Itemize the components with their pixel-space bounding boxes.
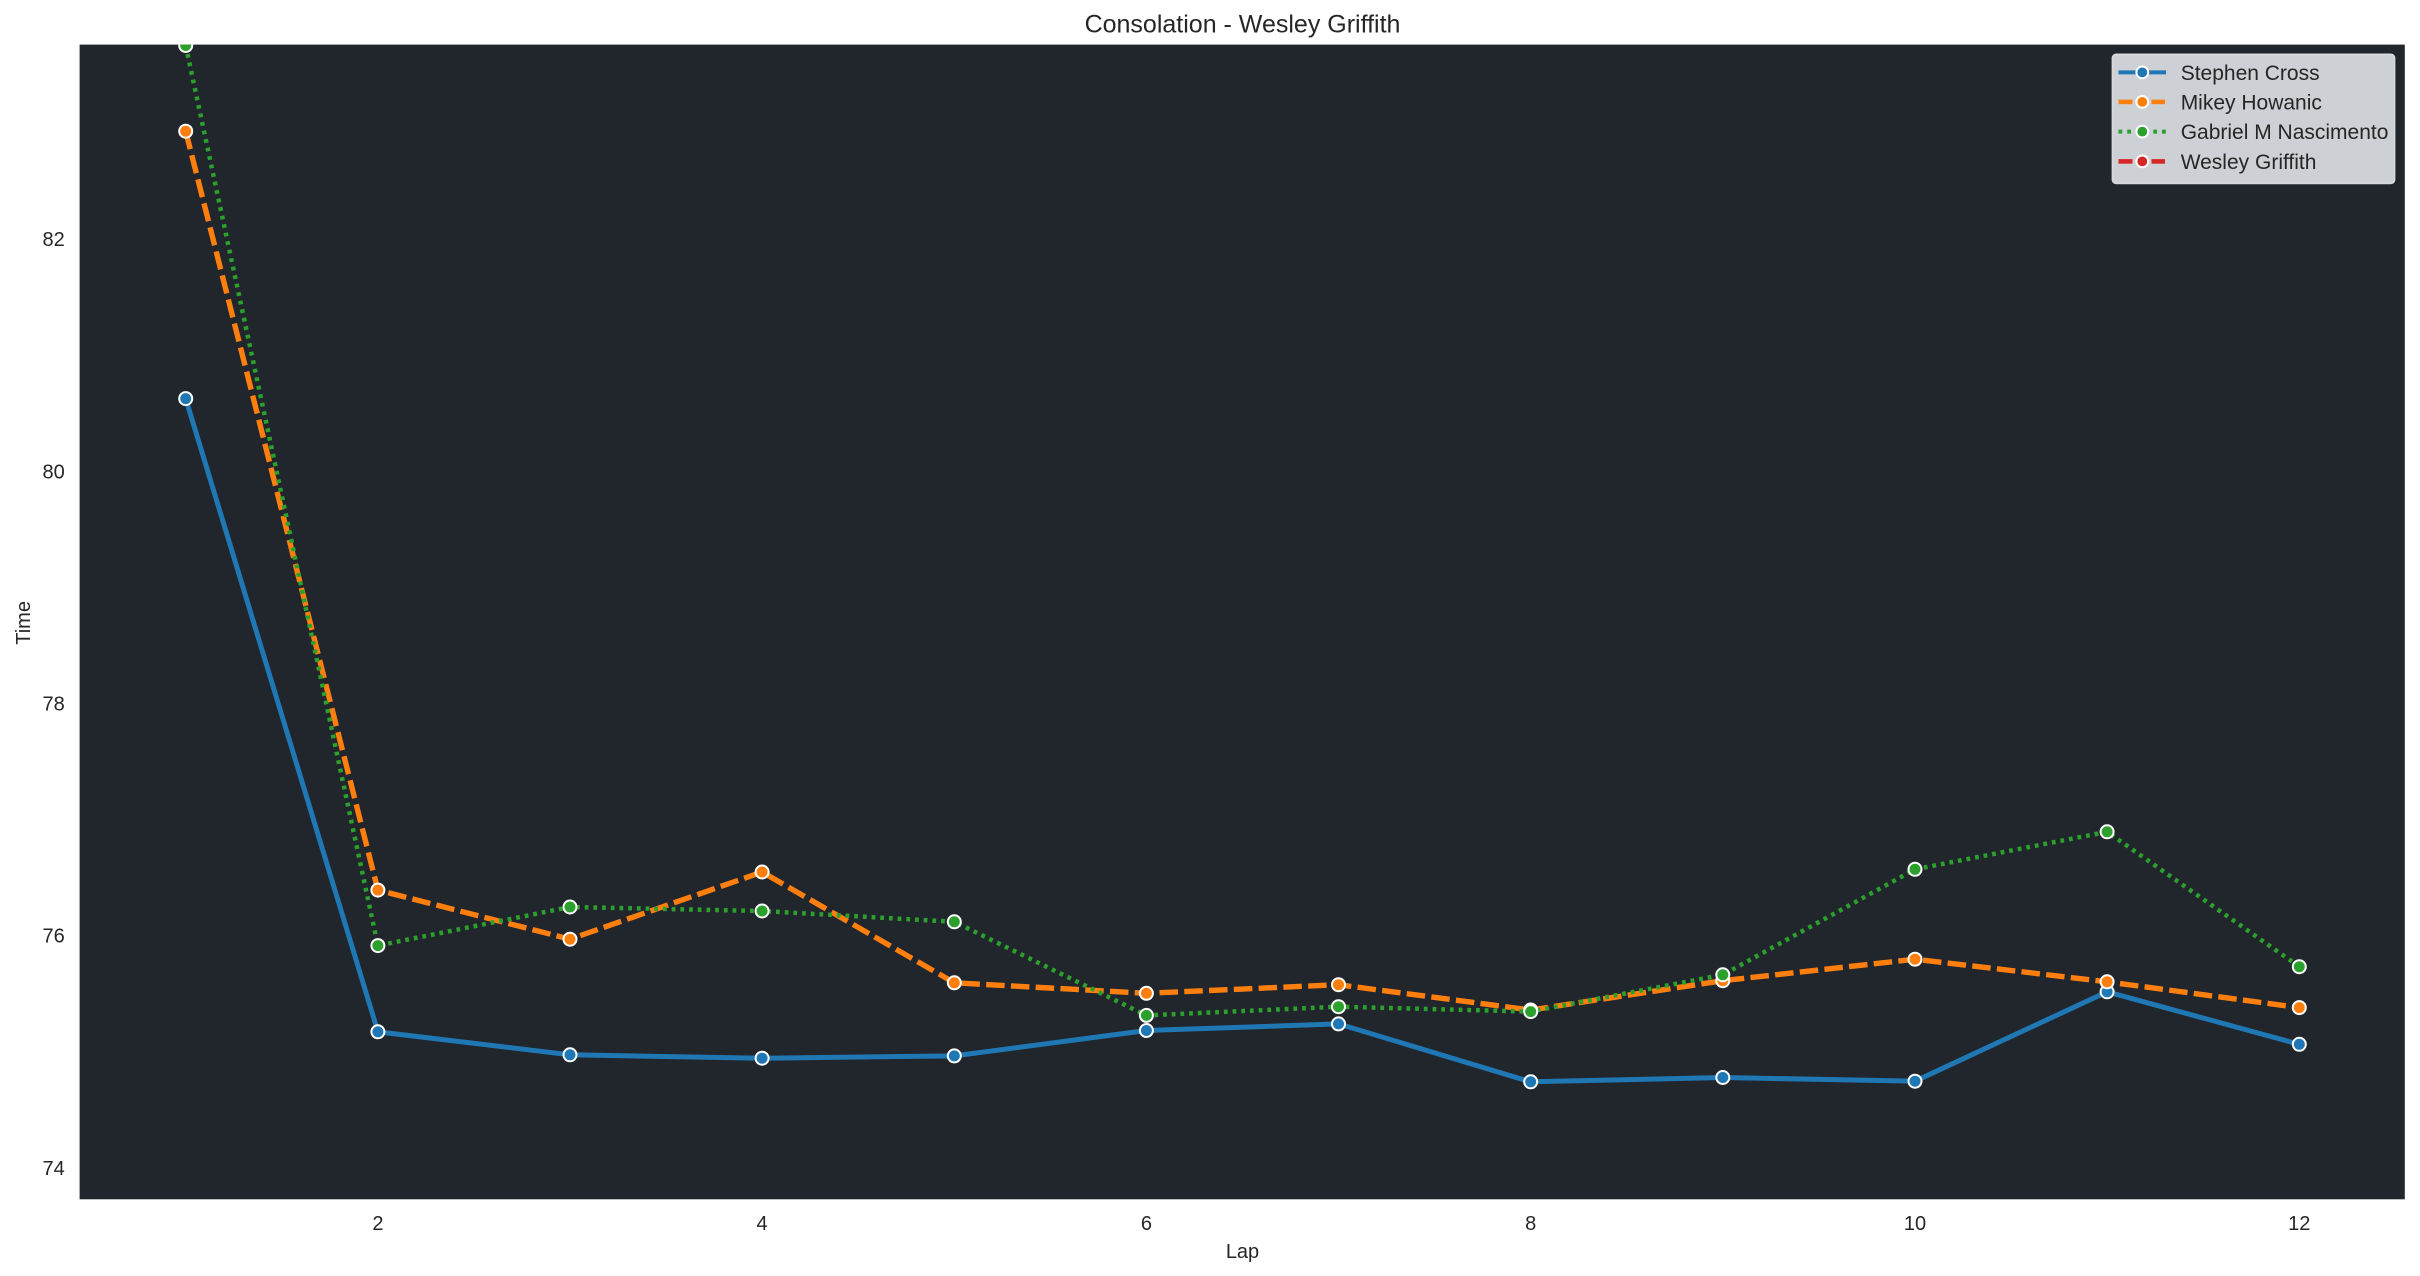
svg-text:Time: Time — [13, 601, 35, 645]
svg-text:Stephen Cross: Stephen Cross — [2181, 62, 2320, 85]
svg-text:74: 74 — [43, 1158, 65, 1180]
svg-text:Mikey Howanic: Mikey Howanic — [2181, 92, 2322, 115]
svg-text:78: 78 — [43, 694, 65, 716]
svg-text:10: 10 — [1904, 1213, 1926, 1235]
svg-text:80: 80 — [43, 461, 65, 483]
svg-text:8: 8 — [1525, 1213, 1536, 1235]
svg-text:Wesley Griffith: Wesley Griffith — [2181, 151, 2317, 174]
svg-text:76: 76 — [43, 926, 65, 948]
svg-text:6: 6 — [1141, 1213, 1152, 1235]
svg-text:82: 82 — [43, 229, 65, 251]
svg-text:12: 12 — [2288, 1213, 2310, 1235]
svg-text:Lap: Lap — [1226, 1241, 1259, 1263]
svg-text:4: 4 — [757, 1213, 768, 1235]
svg-text:Gabriel M Nascimento: Gabriel M Nascimento — [2181, 121, 2389, 144]
svg-text:2: 2 — [372, 1213, 383, 1235]
svg-text:Consolation - Wesley Griffith: Consolation - Wesley Griffith — [1085, 11, 1401, 39]
